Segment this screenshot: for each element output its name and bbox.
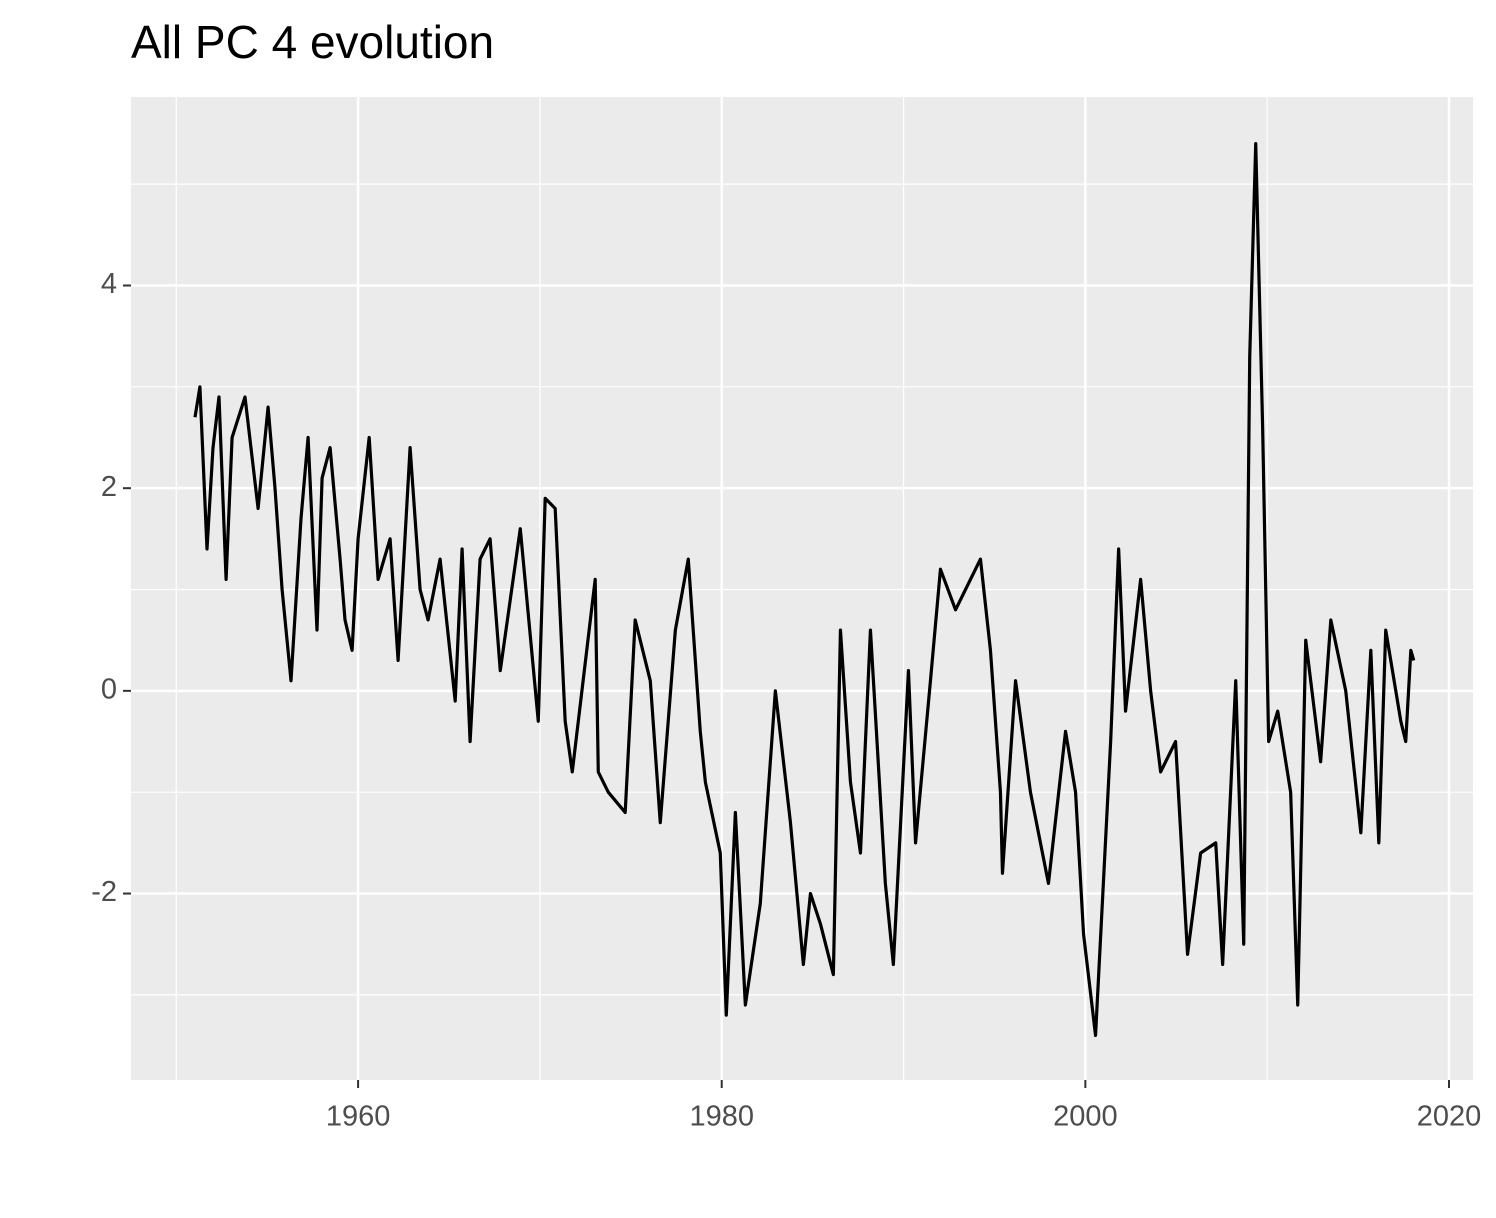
x-tick-label: 2020	[1417, 1101, 1482, 1133]
chart-title: All PC 4 evolution	[131, 16, 494, 68]
y-tick-label: 2	[101, 471, 117, 503]
x-tick-label: 1960	[326, 1101, 391, 1133]
y-tick-label: 0	[101, 674, 117, 706]
x-tick-label: 2000	[1053, 1101, 1118, 1133]
y-tick-label: 4	[101, 268, 117, 300]
y-tick-label: -2	[91, 876, 117, 908]
x-tick-label: 1980	[689, 1101, 754, 1133]
data-line	[193, 142, 1416, 1038]
